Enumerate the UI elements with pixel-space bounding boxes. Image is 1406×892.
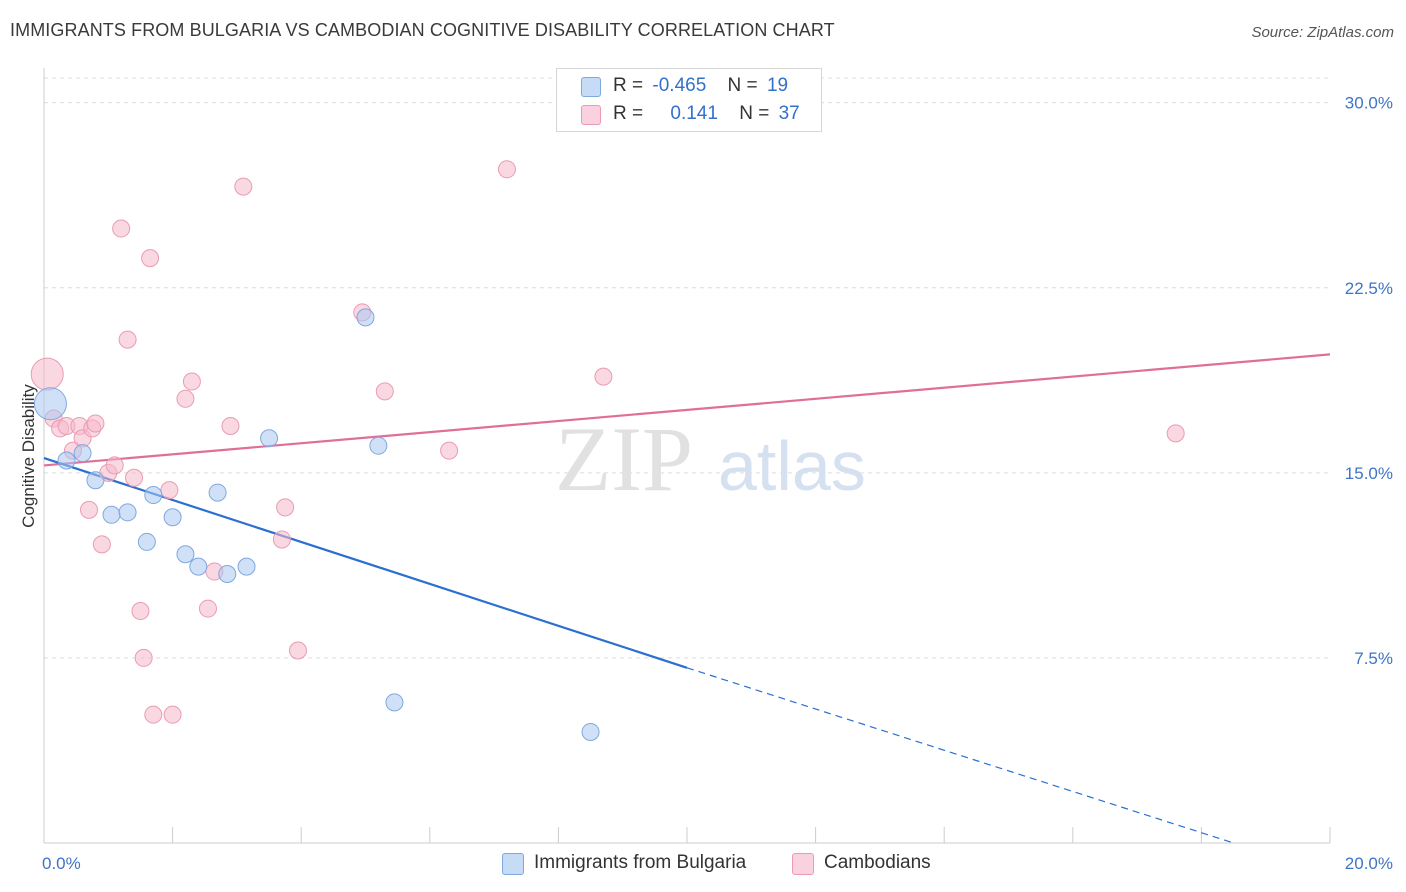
- legend-r-label: R =: [613, 75, 644, 96]
- point-bulgaria: [137, 532, 156, 551]
- point-bulgaria: [208, 483, 227, 502]
- point-bulgaria: [581, 722, 600, 741]
- point-cambodians: [80, 500, 99, 519]
- series-label-bulgaria: Immigrants from Bulgaria: [534, 852, 747, 873]
- y-tick-label: 22.5%: [1345, 279, 1393, 298]
- point-cambodians: [182, 372, 201, 391]
- point-bulgaria: [260, 429, 279, 448]
- point-bulgaria: [189, 557, 208, 576]
- point-cambodians: [144, 705, 163, 724]
- y-tick-label: 7.5%: [1354, 649, 1393, 668]
- point-bulgaria: [118, 503, 137, 522]
- point-cambodians: [86, 414, 105, 433]
- watermark-atlas: atlas: [718, 427, 866, 505]
- point-cambodians: [160, 481, 179, 500]
- point-cambodians: [118, 330, 137, 349]
- point-cambodians: [198, 599, 217, 618]
- point-cambodians: [1166, 424, 1185, 443]
- legend-r-label: R =: [613, 103, 644, 124]
- tick-labels: 7.5% 15.0% 22.5% 30.0% 0.0% 20.0% Cognitive Di…: [19, 94, 1393, 873]
- point-cambodians: [497, 160, 516, 179]
- legend-text-bulgaria: R = -0.465 N = 19: [613, 75, 788, 97]
- point-bulgaria: [102, 505, 121, 524]
- chart-source: Source: ZipAtlas.com: [1251, 24, 1394, 41]
- series-swatch-cambodians: [792, 853, 814, 875]
- point-bulgaria: [33, 387, 67, 421]
- point-cambodians: [112, 219, 131, 238]
- point-cambodians: [92, 535, 111, 554]
- point-cambodians: [234, 177, 253, 196]
- legend-swatch-bulgaria: [581, 77, 601, 97]
- grid-lines: [44, 77, 1330, 659]
- point-cambodians: [594, 367, 613, 386]
- point-cambodians: [375, 382, 394, 401]
- trend-line-bulgaria-extension: [686, 667, 1234, 844]
- point-bulgaria: [163, 508, 182, 527]
- point-bulgaria: [356, 308, 375, 327]
- legend-r-value: -0.465: [652, 75, 707, 96]
- legend-n-value: 37: [778, 103, 800, 124]
- point-bulgaria: [57, 451, 76, 470]
- point-bulgaria: [86, 471, 105, 490]
- point-bulgaria: [176, 545, 195, 564]
- point-cambodians: [163, 705, 182, 724]
- point-cambodians: [440, 441, 459, 460]
- y-tick-label: 30.0%: [1345, 94, 1393, 113]
- axes: [43, 68, 1331, 844]
- point-cambodians: [276, 498, 295, 517]
- y-tick-label: 15.0%: [1345, 464, 1393, 483]
- legend-swatch-cambodians: [581, 105, 601, 125]
- series-swatch-bulgaria: [502, 853, 524, 875]
- point-bulgaria: [369, 436, 388, 455]
- y-axis-title: Cognitive Disability: [19, 384, 38, 528]
- point-cambodians: [272, 530, 291, 549]
- point-bulgaria: [385, 693, 404, 712]
- point-cambodians: [141, 249, 160, 268]
- data-points: [30, 160, 1185, 741]
- legend-n-label: N =: [727, 75, 758, 96]
- legend-n-value: 19: [766, 75, 789, 96]
- chart-title: IMMIGRANTS FROM BULGARIA VS CAMBODIAN CO…: [10, 20, 835, 40]
- watermark-zip: ZIP: [555, 408, 693, 510]
- correlation-legend: R = -0.465 N = 19 R = 0.141 N = 37: [556, 68, 822, 132]
- trend-line-cambodians: [43, 353, 1331, 467]
- x-tick-label: 20.0%: [1345, 854, 1393, 873]
- point-bulgaria: [144, 486, 163, 505]
- point-bulgaria: [73, 444, 92, 463]
- legend-r-value: 0.141: [670, 103, 718, 124]
- point-cambodians: [131, 602, 150, 621]
- point-cambodians: [176, 389, 195, 408]
- point-cambodians: [134, 648, 153, 667]
- point-cambodians: [221, 416, 240, 435]
- point-bulgaria: [237, 557, 256, 576]
- point-bulgaria: [218, 565, 237, 584]
- legend-n-label: N =: [739, 103, 770, 124]
- watermark: ZIP atlas: [555, 408, 866, 510]
- series-label-cambodians: Cambodians: [824, 852, 931, 873]
- point-cambodians: [105, 456, 124, 475]
- point-cambodians: [125, 468, 144, 487]
- x-tick-label: 0.0%: [42, 854, 81, 873]
- point-cambodians: [288, 641, 307, 660]
- legend-text-cambodians: R = 0.141 N = 37: [613, 103, 800, 125]
